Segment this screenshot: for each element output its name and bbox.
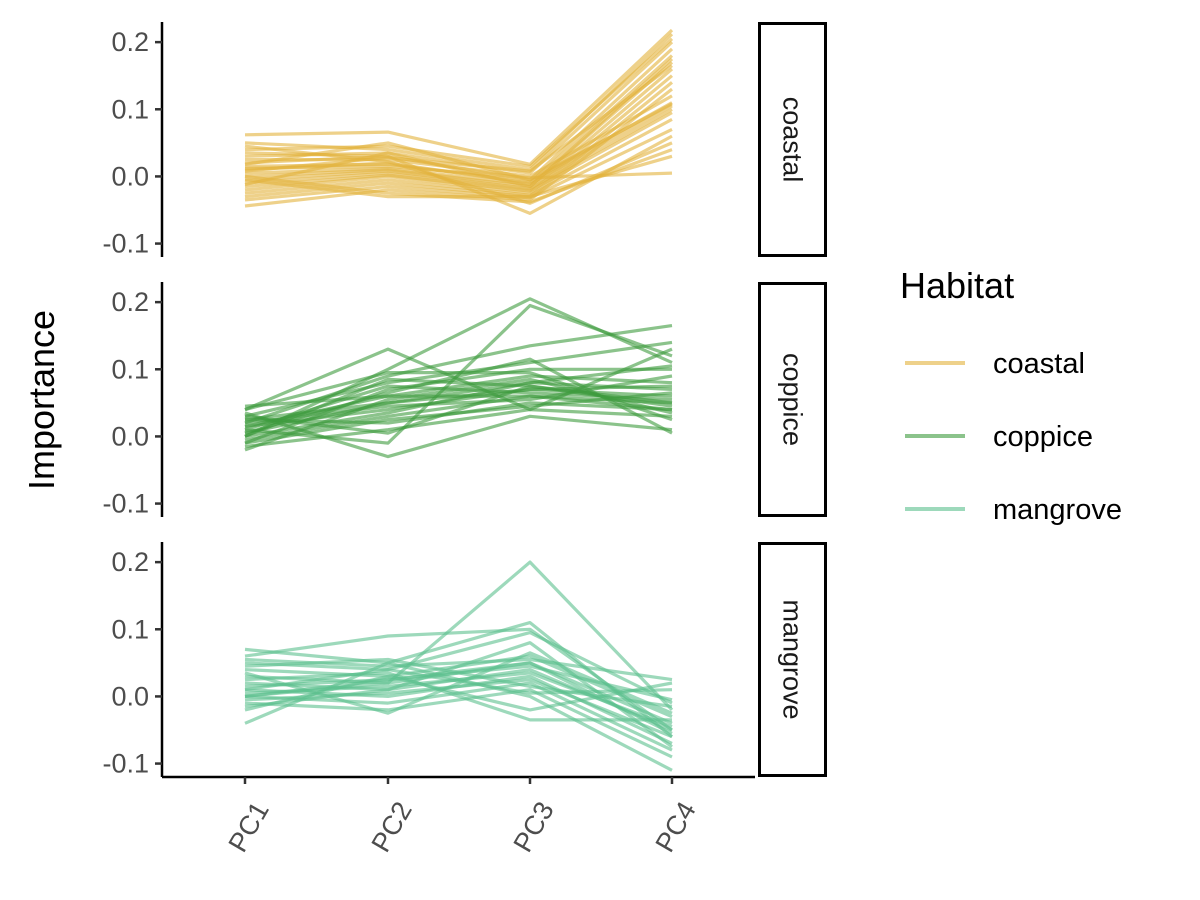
series-line-mangrove: [244, 641, 673, 749]
series-line-coppice: [244, 391, 673, 445]
series-line-mangrove: [244, 651, 673, 715]
series-line-coastal: [244, 37, 674, 168]
series-line-coppice: [244, 384, 673, 422]
facet-strip-label: coastal: [778, 97, 808, 183]
facet-panels: -0.1 0.0 0.1 0.2 coastal -0.1 0.0 0.1 0.2 coppice…: [102, 22, 827, 779]
series-line-coppice: [244, 387, 673, 428]
legend-item-mangrove: mangrove: [905, 494, 1122, 526]
facet-strip: [758, 282, 827, 517]
series-line-coastal: [244, 127, 673, 202]
facet-strip-label: mangrove: [778, 599, 808, 719]
legend: Habitat coastal coppice mangrove: [900, 265, 1122, 526]
x-tick-label: PC4: [650, 797, 702, 857]
series-line-coppice: [244, 374, 673, 408]
y-tick-label: 0.1: [111, 354, 149, 384]
series-line-mangrove: [244, 671, 672, 722]
legend-label: mangrove: [993, 494, 1122, 526]
legend-label: coppice: [993, 421, 1093, 453]
series-line-coppice: [244, 411, 673, 459]
series-line-coastal: [244, 57, 674, 189]
y-tick-label: 0.2: [111, 27, 149, 57]
series-line-mangrove: [244, 688, 673, 759]
y-tick-label: 0.1: [111, 94, 149, 124]
legend-title: Habitat: [900, 265, 1014, 306]
y-tick-label: 0.1: [111, 614, 149, 644]
x-tick-label: PC2: [366, 797, 418, 857]
y-axis-title: Importance: [21, 310, 62, 490]
facet-mangrove: -0.1 0.0 0.1 0.2 mangrove: [102, 542, 827, 779]
facet-strip: [758, 22, 827, 257]
x-axis: PC1 PC2 PC3 PC4: [162, 775, 755, 857]
series-line-coastal: [244, 117, 673, 197]
series-line-coastal: [244, 107, 673, 191]
series-line-mangrove: [244, 677, 673, 739]
legend-item-coppice: coppice: [905, 421, 1093, 453]
series-line-mangrove: [244, 627, 673, 732]
facet-coastal: -0.1 0.0 0.1 0.2 coastal: [102, 22, 827, 259]
series-line-coppice: [244, 408, 673, 449]
y-tick-label: -0.1: [102, 489, 149, 519]
series-line-coastal: [244, 28, 674, 166]
series-line-coastal: [244, 64, 673, 173]
series-line-coastal: [245, 94, 673, 178]
legend-item-coastal: coastal: [905, 348, 1085, 380]
y-tick-label: 0.0: [111, 161, 149, 191]
series-line-coppice: [244, 367, 672, 445]
facet-strip: [758, 542, 827, 777]
x-tick-label: PC3: [508, 797, 560, 857]
facet-strip-label: coppice: [778, 353, 808, 446]
series-line-mangrove: [244, 630, 673, 705]
y-tick-label: 0.0: [111, 421, 149, 451]
y-tick-label: 0.2: [111, 547, 149, 577]
series-line-coastal: [244, 104, 673, 187]
series-line-coppice: [244, 364, 673, 438]
series-line-coppice: [244, 357, 673, 435]
x-tick-label: PC1: [223, 797, 275, 857]
legend-label: coastal: [993, 348, 1085, 380]
series-line-coastal: [244, 81, 674, 199]
series-line-mangrove: [244, 667, 673, 695]
series-line-mangrove: [244, 661, 673, 735]
y-tick-label: -0.1: [102, 749, 149, 779]
y-tick-label: -0.1: [102, 229, 149, 259]
y-tick-label: 0.2: [111, 287, 149, 317]
series-line-coastal: [244, 102, 673, 182]
y-tick-label: 0.0: [111, 681, 149, 711]
facet-coppice: -0.1 0.0 0.1 0.2 coppice: [102, 282, 827, 519]
